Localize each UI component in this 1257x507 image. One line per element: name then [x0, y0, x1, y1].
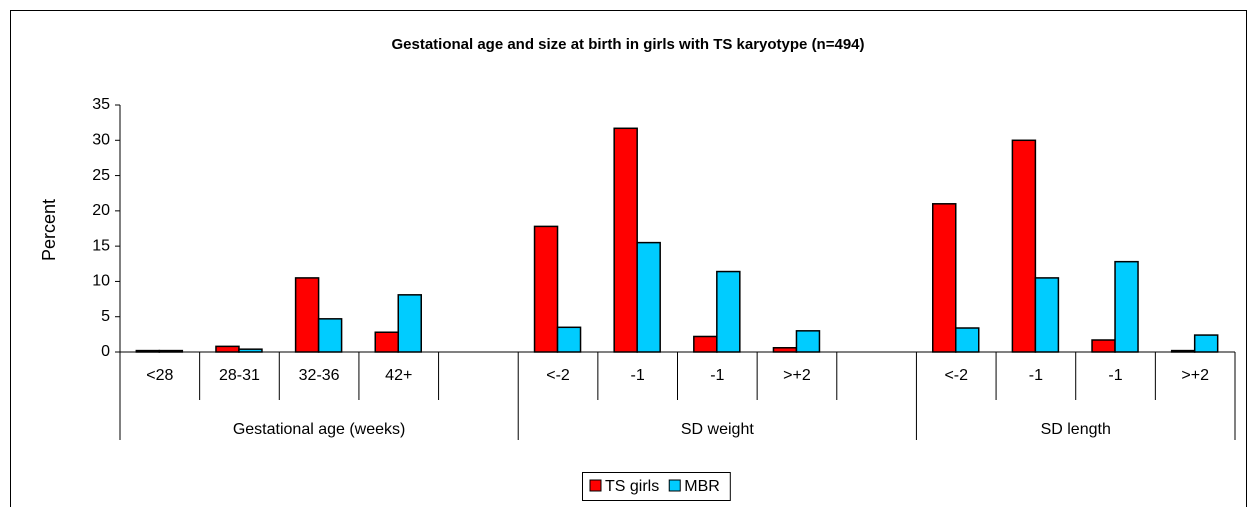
chart-title: Gestational age and size at birth in gir…	[391, 36, 864, 53]
legend-box	[582, 472, 731, 501]
bar	[215, 345, 240, 353]
x-tick-label: -1	[1108, 367, 1122, 384]
x-tick-label: >+2	[783, 367, 811, 384]
bar	[1091, 339, 1116, 353]
x-tick-label: <28	[146, 367, 173, 384]
legend: TS girls MBR	[582, 472, 731, 501]
x-tick-label: -1	[1029, 367, 1043, 384]
y-tick-label: 25	[92, 167, 110, 184]
y-axis-label: Percent	[39, 199, 59, 261]
x-tick-label: 28-31	[219, 367, 260, 384]
bar	[716, 270, 741, 353]
y-tick-label: 0	[101, 343, 110, 360]
x-tick-label: 42+	[385, 367, 412, 384]
y-tick-label: 30	[92, 132, 110, 149]
group-label: SD weight	[681, 421, 754, 438]
y-tick-label: 15	[92, 237, 110, 254]
bar	[1193, 334, 1219, 353]
y-tick-label: 5	[101, 308, 110, 325]
bar	[1114, 260, 1139, 353]
group-label: SD length	[1041, 421, 1111, 438]
bar	[397, 294, 422, 353]
bar	[795, 330, 821, 353]
bar	[317, 318, 343, 353]
x-tick-label: 32-36	[299, 367, 340, 384]
x-tick-label: <-2	[546, 367, 570, 384]
x-tick-label: -1	[631, 367, 645, 384]
y-tick-label: 10	[92, 273, 110, 290]
x-tick-label: >+2	[1181, 367, 1209, 384]
bar	[772, 347, 798, 353]
bar	[556, 326, 582, 353]
y-tick-label: 35	[92, 96, 110, 113]
y-tick-label: 20	[92, 202, 110, 219]
bar	[1034, 277, 1060, 353]
legend-label: MBR	[684, 478, 720, 495]
bar	[693, 335, 718, 353]
bar	[932, 203, 957, 353]
x-tick-label: -1	[710, 367, 724, 384]
bar	[636, 241, 661, 353]
bar	[955, 327, 980, 353]
x-tick-label: <-2	[944, 367, 968, 384]
bar	[613, 127, 638, 353]
bar	[294, 277, 320, 353]
legend-swatch	[668, 479, 681, 492]
bar	[374, 331, 399, 353]
legend-label: TS girls	[605, 478, 659, 495]
bar	[533, 225, 559, 353]
legend-swatch	[589, 479, 602, 492]
bar	[1011, 139, 1037, 353]
group-label: Gestational age (weeks)	[233, 421, 406, 438]
